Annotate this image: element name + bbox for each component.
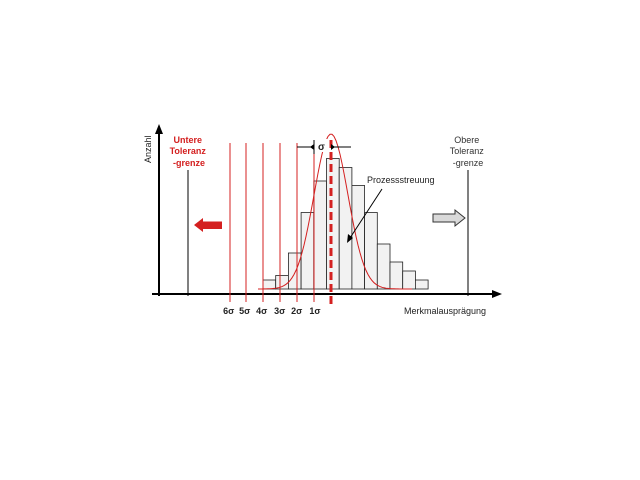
sigma-arrowhead-left xyxy=(310,144,314,150)
sigma-tick-1: 1σ xyxy=(309,306,320,316)
process-spread-label: Prozessstreuung xyxy=(367,175,435,185)
sigma-label: σ xyxy=(318,142,325,153)
upper-tolerance-label-line: Obere xyxy=(454,135,479,145)
sigma-arrowhead-right xyxy=(331,144,335,150)
process-spread-pointer xyxy=(349,188,383,239)
histogram-bar xyxy=(351,185,365,290)
sigma-lines xyxy=(229,143,315,302)
y-axis-label: Anzahl xyxy=(143,135,153,163)
process-spread-arrowhead xyxy=(347,234,353,243)
histogram-bar xyxy=(287,252,302,290)
lower-tolerance-label-line: Toleranz xyxy=(170,146,207,156)
lower-tolerance-label-line: -grenze xyxy=(173,158,205,168)
histogram-bar xyxy=(364,212,378,290)
lower-tolerance-label: Untere Toleranz -grenze xyxy=(170,135,209,168)
upper-tolerance-label-line: Toleranz xyxy=(450,146,485,156)
histogram-bar xyxy=(326,158,340,290)
x-axis-label: Merkmalausprägung xyxy=(404,306,486,316)
histogram-bar xyxy=(389,261,404,290)
x-axis-arrow xyxy=(492,290,502,298)
sigma-tick-5: 5σ xyxy=(239,306,250,316)
upper-tolerance-label: Obere Toleranz -grenze xyxy=(450,135,487,168)
histogram-bar xyxy=(402,270,416,290)
y-axis-arrow xyxy=(155,124,163,134)
sigma-tick-4: 4σ xyxy=(256,306,267,316)
sigma-tick-6: 6σ xyxy=(223,306,234,316)
lower-tolerance-label-line: Untere xyxy=(173,135,202,145)
sigma-tick-2: 2σ xyxy=(291,306,302,316)
histogram-bar xyxy=(262,279,277,290)
histogram-bar xyxy=(414,279,429,290)
upper-limit-arrow-icon xyxy=(432,208,466,228)
sigma-tick-3: 3σ xyxy=(274,306,285,316)
lower-limit-arrow-icon xyxy=(194,218,222,232)
histogram-bar xyxy=(338,167,353,290)
histogram-bar xyxy=(376,243,391,290)
sigma-tick-labels: 6σ 5σ 4σ 3σ 2σ 1σ xyxy=(223,306,320,316)
upper-tolerance-label-line: -grenze xyxy=(453,158,484,168)
histogram-bar xyxy=(313,180,327,290)
normal-distribution-curve xyxy=(258,133,412,290)
sigma-label-bg xyxy=(316,139,329,152)
